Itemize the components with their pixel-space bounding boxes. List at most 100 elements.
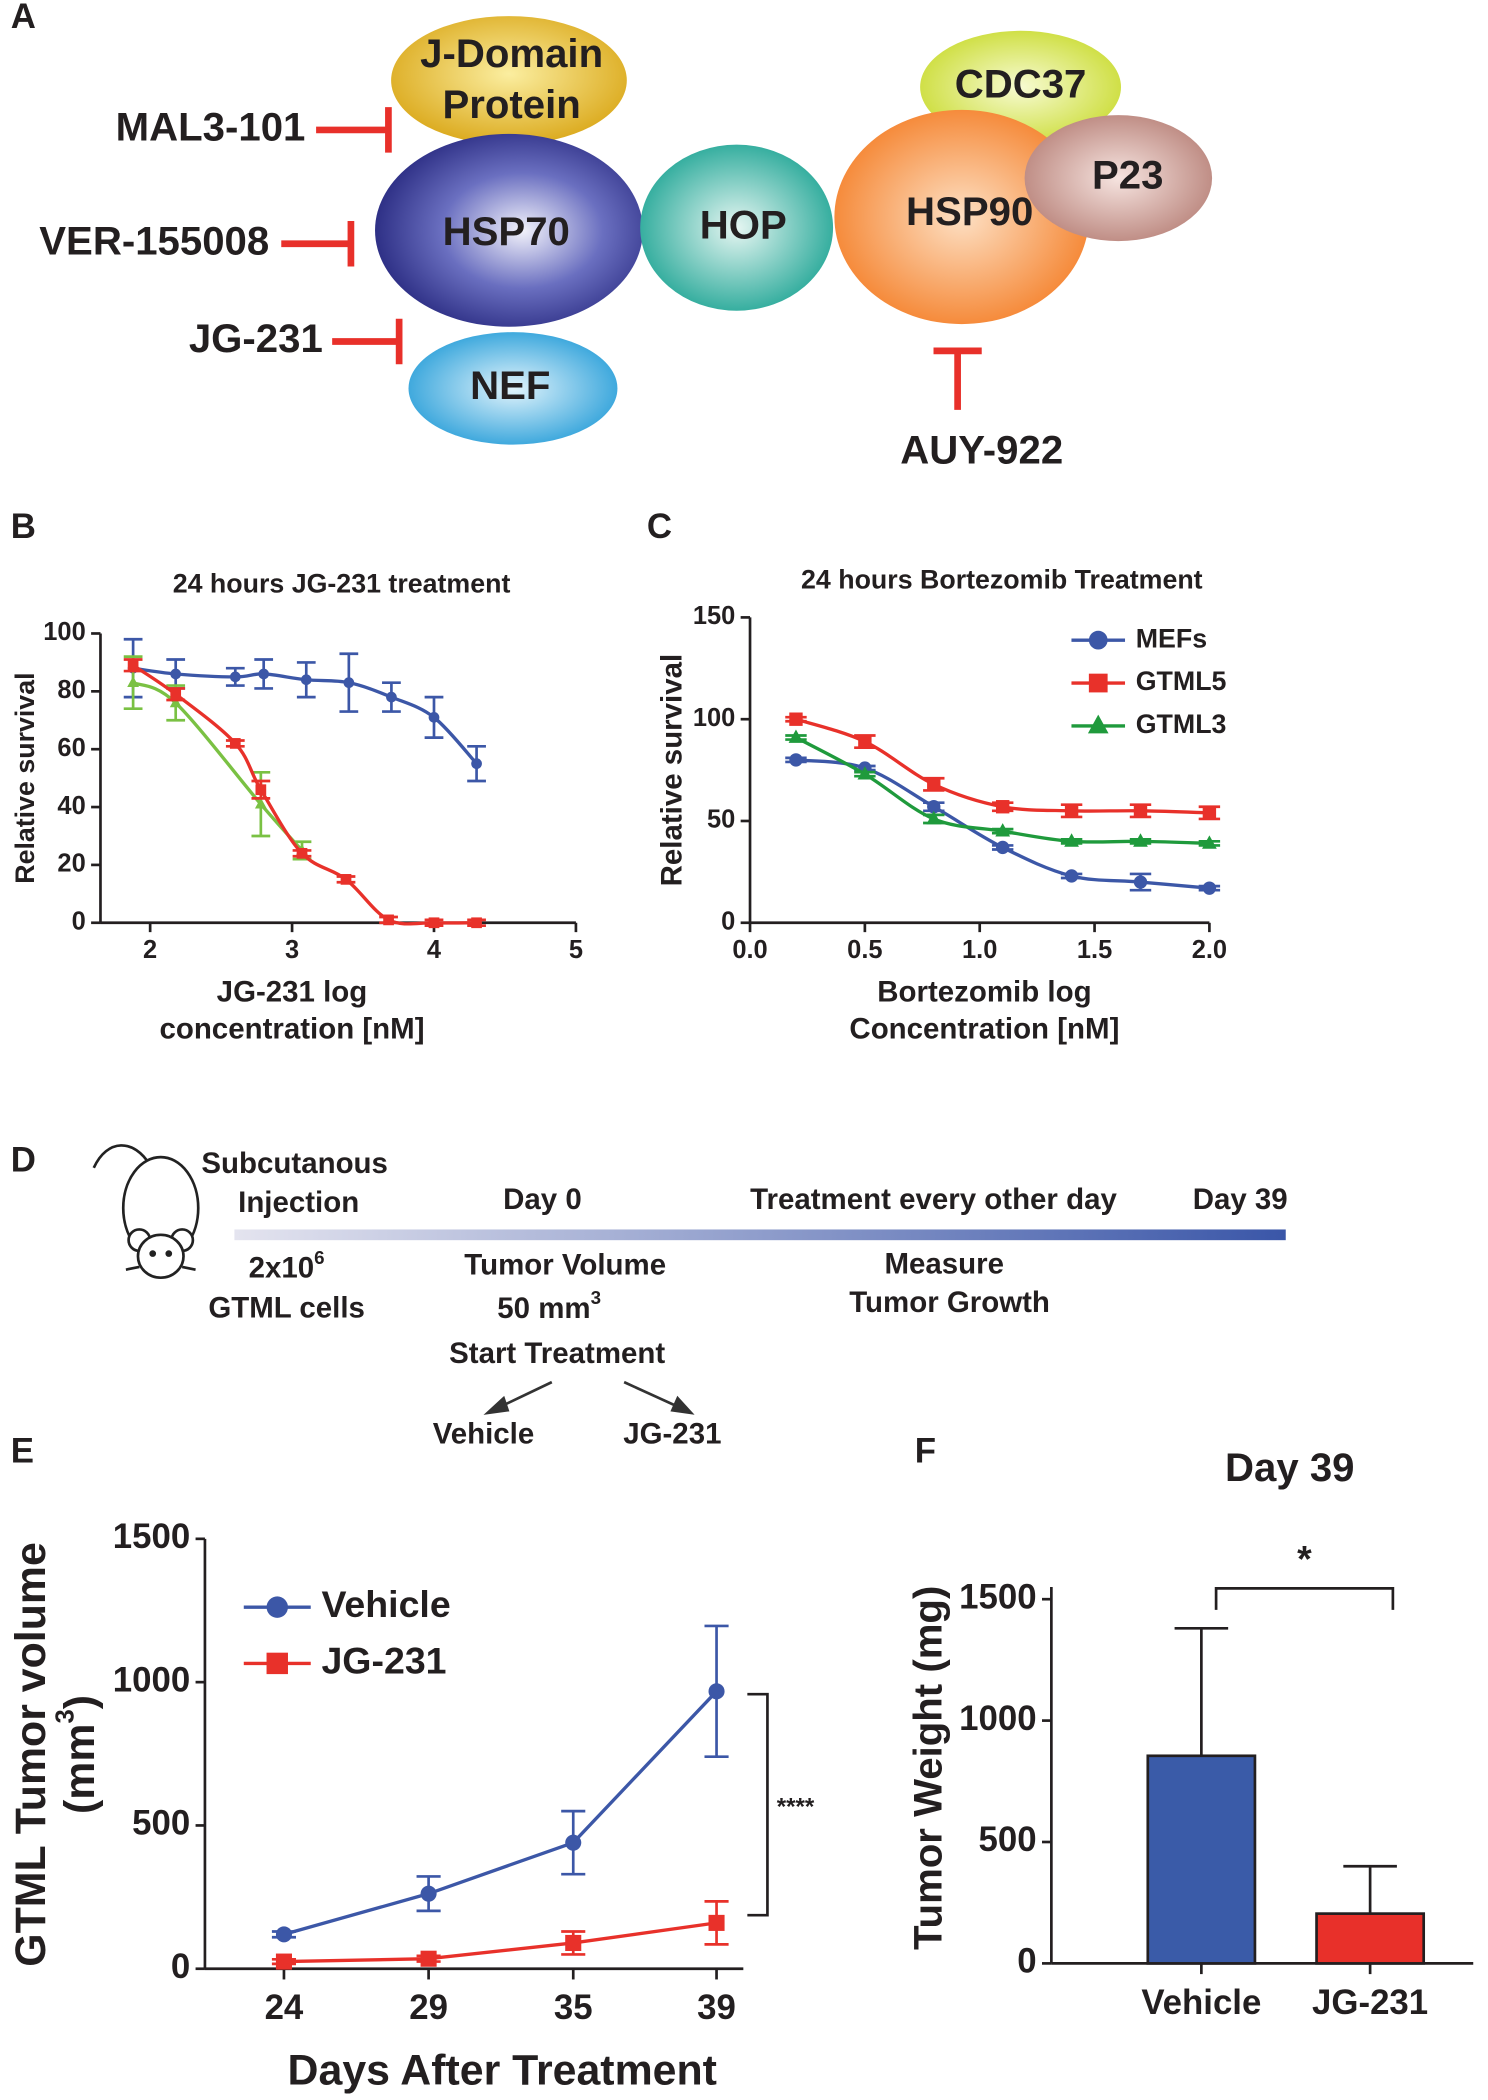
marker xyxy=(857,766,873,780)
annotation: **** xyxy=(777,1793,815,1820)
marker xyxy=(258,668,270,680)
inhibitor-arrows xyxy=(281,107,982,410)
marker xyxy=(788,729,804,743)
y-tick-label: 0 xyxy=(72,907,86,935)
inhibitor-label: MAL3-101 xyxy=(116,105,306,150)
marker xyxy=(169,696,182,708)
marker xyxy=(300,674,312,686)
marker xyxy=(420,1950,437,1967)
marker xyxy=(254,797,267,809)
step-label: Measure xyxy=(884,1247,1004,1280)
x-tick-label: 1.0 xyxy=(962,936,997,964)
marker xyxy=(995,800,1010,814)
step-label: 50 mm3 xyxy=(497,1287,601,1325)
protein-node xyxy=(391,16,627,145)
node-label: P23 xyxy=(1092,153,1163,198)
x-tick-label: 4 xyxy=(427,936,442,964)
marker xyxy=(386,691,397,703)
y-axis-label: (mm3) xyxy=(52,1695,105,1814)
text-part: (mm xyxy=(56,1724,104,1814)
chart: F Day 39 0 500 1000 1500 Vehicle JG-231 Tumor We… xyxy=(905,1431,1474,2022)
step-label: Treatment every other day xyxy=(750,1183,1117,1216)
panel-letter: D xyxy=(11,1141,36,1180)
marker xyxy=(995,823,1011,837)
protein-node xyxy=(375,133,643,327)
marker xyxy=(565,1834,582,1851)
y-axis-label: Tumor Weight (mg) xyxy=(905,1586,950,1950)
protein-node xyxy=(1024,115,1213,242)
marker xyxy=(926,810,942,825)
marker xyxy=(995,840,1010,855)
marker xyxy=(789,712,803,726)
legend-label: GTML3 xyxy=(1136,709,1227,739)
step-label: Day 0 xyxy=(503,1183,582,1216)
x-axis-label: Bortezomib log xyxy=(877,976,1091,1009)
series-line xyxy=(283,1921,717,1964)
series-line xyxy=(132,681,304,852)
marker xyxy=(1133,833,1148,847)
mouse-icon xyxy=(92,1144,200,1280)
x-tick-label: 3 xyxy=(285,936,299,964)
x-tick-label: JG-231 xyxy=(1312,1983,1428,2022)
x-tick-label: 39 xyxy=(697,1988,736,2027)
y-tick-label: 500 xyxy=(979,1820,1037,1859)
marker xyxy=(296,847,308,859)
y-tick-label: 0 xyxy=(721,907,735,935)
x-axis-label: JG-231 log xyxy=(217,976,368,1009)
chart-title: 24 hours JG-231 treatment xyxy=(173,568,511,598)
marker xyxy=(1064,869,1079,883)
timeline-bar xyxy=(234,1229,1286,1241)
step-label: GTML cells xyxy=(208,1292,365,1325)
step-label: Tumor Growth xyxy=(849,1286,1050,1319)
marker xyxy=(1088,630,1108,650)
marker xyxy=(229,671,241,683)
y-tick-label: 60 xyxy=(57,734,85,762)
marker xyxy=(708,1683,725,1700)
y-tick-label: 1000 xyxy=(113,1660,190,1699)
marker xyxy=(275,1926,292,1943)
y-tick-label: 1000 xyxy=(959,1699,1036,1738)
y-axis-label: Relative survival xyxy=(10,672,40,883)
y-axis-label: GTML Tumor volume xyxy=(7,1542,55,1966)
series-line xyxy=(283,1690,718,1936)
inhibitor-label: VER-155008 xyxy=(39,218,269,263)
text-part: 50 mm xyxy=(497,1292,590,1325)
marker xyxy=(420,1885,437,1902)
y-tick-label: 80 xyxy=(57,676,85,704)
legend-label: Vehicle xyxy=(321,1583,450,1625)
chart-title: 24 hours Bortezomib Treatment xyxy=(801,564,1203,594)
panel-letter: A xyxy=(11,0,36,36)
significance-bracket xyxy=(1214,1587,1395,1610)
protein-node xyxy=(408,332,618,445)
series-line xyxy=(132,663,477,926)
annotation: * xyxy=(1297,1538,1312,1580)
x-tick-label: 1.5 xyxy=(1077,936,1112,964)
y-tick-label: 40 xyxy=(57,792,85,820)
marker xyxy=(127,659,139,671)
marker xyxy=(343,677,355,689)
superscript: 3 xyxy=(591,1287,601,1308)
marker xyxy=(255,784,267,796)
x-tick-label: 29 xyxy=(409,1988,448,2027)
y-tick-label: 500 xyxy=(132,1804,190,1843)
arm-label: JG-231 xyxy=(623,1417,721,1450)
step-label: Tumor Volume xyxy=(464,1249,666,1282)
legend-label: MEFs xyxy=(1136,623,1207,653)
marker xyxy=(1133,875,1148,889)
bar xyxy=(1315,1912,1426,1965)
chart: E 0 500 1000 1500 24 29 35 39 Days After Treatmen… xyxy=(7,1431,815,2094)
marker xyxy=(1088,673,1108,693)
y-tick-label: 100 xyxy=(693,704,735,732)
marker xyxy=(275,1953,292,1970)
protein-node xyxy=(640,144,834,311)
marker xyxy=(1202,806,1217,820)
chart-title: Day 39 xyxy=(1225,1445,1355,1490)
marker xyxy=(471,758,482,770)
legend-label: JG-231 xyxy=(321,1639,446,1681)
step-label: Subcutanous xyxy=(201,1147,388,1180)
marker xyxy=(789,753,803,767)
x-tick-label: 24 xyxy=(265,1988,304,2027)
x-tick-label: 35 xyxy=(554,1988,593,2027)
marker xyxy=(1087,714,1109,734)
x-axis-label: concentration [nM] xyxy=(159,1012,424,1045)
